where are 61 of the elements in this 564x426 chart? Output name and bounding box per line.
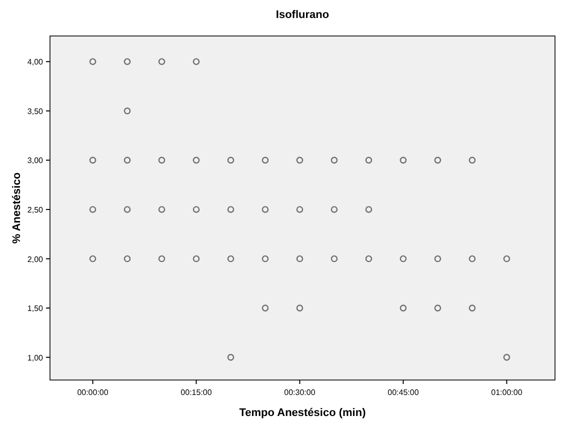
point [227,354,234,361]
point [468,255,476,262]
x-tick-label: 00:45:00 [388,388,420,397]
point [296,255,304,262]
point [434,156,442,164]
y-tick-label: 3,50 [27,106,44,116]
point [330,255,338,262]
point [400,304,407,312]
point [365,156,372,164]
point [400,156,407,164]
point [89,58,96,66]
point [400,255,407,262]
point [192,156,200,164]
x-tick-label: 00:00:00 [77,388,109,397]
y-tick-label: 1,00 [27,353,44,362]
y-tick-label: 4,00 [27,58,44,67]
point [503,354,510,361]
point [468,156,476,164]
x-tick-label: 00:30:00 [284,388,316,397]
point [192,255,200,262]
point [296,304,304,312]
point [89,255,96,262]
point [192,206,200,213]
point [434,304,442,312]
y-axis-title: % Anestésico [11,172,23,244]
point [330,156,338,164]
point [158,255,166,262]
point [468,304,476,312]
point [192,58,200,66]
point [124,58,131,66]
point [89,206,96,213]
point [434,255,442,262]
point [158,156,166,164]
x-tick-label: 01:00:00 [491,388,523,397]
point [262,304,269,312]
point [227,255,234,262]
point [124,156,131,164]
point [227,156,234,164]
point [365,255,372,262]
chart-title: Isoflurano [276,9,330,21]
point [158,58,166,66]
x-tick-label: 00:15:00 [180,388,212,397]
point [227,206,234,213]
y-tick-label: 3,00 [27,156,44,166]
y-tick-label: 1,50 [27,304,44,314]
point [262,255,269,262]
point [262,206,269,213]
y-tick-label: 2,50 [27,205,44,214]
point [365,206,372,213]
x-axis-title: Tempo Anestésico (min) [239,407,366,419]
point [124,108,131,114]
point [262,156,269,164]
point [296,206,304,213]
point [124,206,131,213]
point [503,255,510,262]
point [124,255,131,262]
point [296,156,304,164]
point [158,206,166,213]
point [330,206,338,213]
point [89,156,96,164]
y-tick-label: 2,00 [27,254,44,264]
